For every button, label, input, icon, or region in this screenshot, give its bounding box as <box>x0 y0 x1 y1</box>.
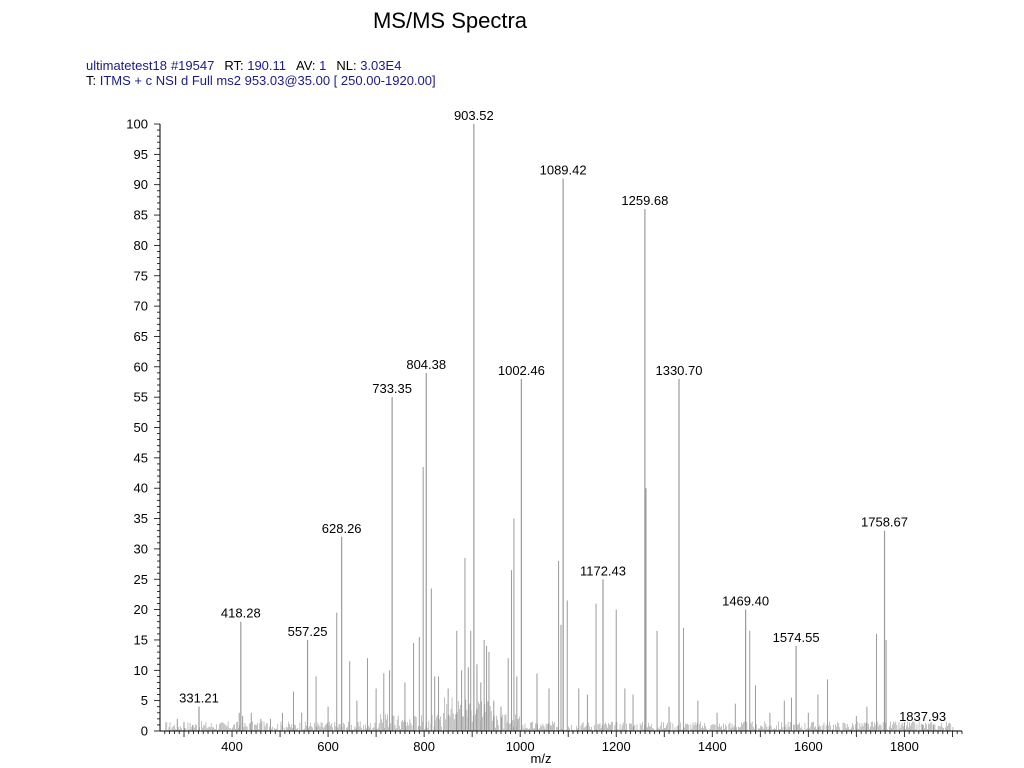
y-tick-label: 65 <box>134 329 148 344</box>
x-tick-label: 1600 <box>794 739 823 754</box>
header-key: NL: <box>336 58 361 73</box>
x-tick-label: 400 <box>221 739 243 754</box>
peak-label: 804.38 <box>406 357 446 372</box>
header-key: AV: <box>296 58 320 73</box>
y-tick-label: 40 <box>134 481 148 496</box>
y-tick-label: 5 <box>141 693 148 708</box>
peak-label: 1330.70 <box>655 363 702 378</box>
peak-label: 1469.40 <box>722 594 769 609</box>
scan-filter-line: T: ITMS + c NSI d Full ms2 953.03@35.00 … <box>86 73 436 88</box>
y-tick-label: 75 <box>134 268 148 283</box>
y-tick-label: 90 <box>134 177 148 192</box>
y-tick-label: 70 <box>134 299 148 314</box>
y-tick-label: 20 <box>134 602 148 617</box>
x-axis-label: m/z <box>531 751 552 766</box>
peak-label: 733.35 <box>372 381 412 396</box>
peak-label: 1259.68 <box>621 193 668 208</box>
x-tick-label: 800 <box>413 739 435 754</box>
y-tick-label: 55 <box>134 390 148 405</box>
peak-label: 1574.55 <box>773 630 820 645</box>
filter-value: ITMS + c NSI d Full ms2 953.03@35.00 [ 2… <box>99 73 436 88</box>
header-value: ultimatetest18 <box>86 58 167 73</box>
y-tick-label: 15 <box>134 632 148 647</box>
y-tick-label: 100 <box>126 117 148 132</box>
peak-label: 1089.42 <box>540 163 587 178</box>
peak-label: 628.26 <box>322 521 362 536</box>
y-tick-label: 25 <box>134 572 148 587</box>
header-value: 1 <box>319 58 327 73</box>
y-tick-label: 45 <box>134 450 148 465</box>
scan-info-line: ultimatetest18 #19547 RT: 190.11 AV: 1 NL: 3… <box>86 58 436 73</box>
x-tick-label: 1000 <box>506 739 535 754</box>
peak-label: 1758.67 <box>861 515 908 530</box>
peak-label: 903.52 <box>454 108 494 123</box>
x-tick-label: 1800 <box>890 739 919 754</box>
peak-label: 331.21 <box>179 691 219 706</box>
y-tick-label: 35 <box>134 511 148 526</box>
peak-label: 1002.46 <box>498 363 545 378</box>
peak-label: 418.28 <box>221 606 261 621</box>
y-tick-label: 0 <box>141 724 148 739</box>
y-tick-label: 60 <box>134 359 148 374</box>
header-value: 3.03E4 <box>360 58 402 73</box>
chart-title: MS/MS Spectra <box>372 8 528 33</box>
y-tick-label: 85 <box>134 208 148 223</box>
y-tick-label: 95 <box>134 147 148 162</box>
header-value: #19547 <box>170 58 215 73</box>
x-tick-label: 1400 <box>698 739 727 754</box>
y-tick-label: 80 <box>134 238 148 253</box>
y-tick-label: 30 <box>134 541 148 556</box>
x-tick-label: 600 <box>317 739 339 754</box>
x-tick-label: 1200 <box>602 739 631 754</box>
scan-header: ultimatetest18 #19547 RT: 190.11 AV: 1 NL: 3… <box>86 58 436 88</box>
header-key: RT: <box>224 58 248 73</box>
header-value: 190.11 <box>247 58 287 73</box>
peak-label: 557.25 <box>288 624 328 639</box>
peak-label: 1172.43 <box>580 563 626 578</box>
filter-key: T: <box>86 73 97 88</box>
peak-label: 1837.93 <box>899 709 946 724</box>
y-tick-label: 50 <box>134 420 148 435</box>
y-tick-label: 10 <box>134 663 148 678</box>
